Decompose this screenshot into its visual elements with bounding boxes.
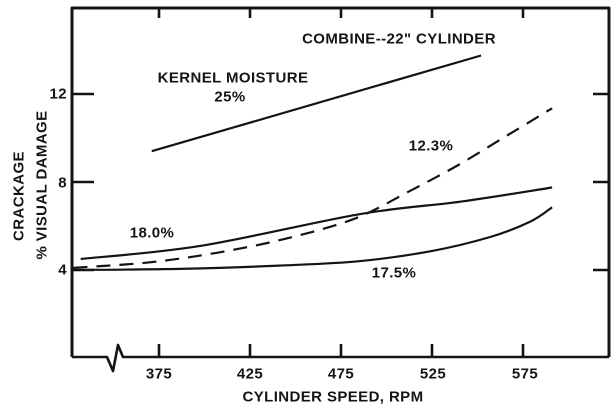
axis-frame xyxy=(70,6,611,357)
annotation-kernel-moisture: KERNEL MOISTURE xyxy=(157,69,309,87)
series-line-25 xyxy=(151,54,482,153)
y-axis-label-line1: CRACKAGE xyxy=(10,151,28,241)
x-tick-label-525: 525 xyxy=(419,365,447,383)
y-tick-label-4: 4 xyxy=(58,261,67,279)
series-line-18.0 xyxy=(80,186,553,261)
x-tick-label-575: 575 xyxy=(511,365,539,383)
annotation-25-percent: 25% xyxy=(214,88,246,106)
series-line-12.3 xyxy=(73,107,553,269)
annotation-17.5-percent: 17.5% xyxy=(371,264,417,282)
x-tick-label-375: 375 xyxy=(145,365,173,383)
chart-title: COMBINE--22" CYLINDER xyxy=(302,30,496,48)
series-line-17.5 xyxy=(71,206,553,272)
x-tick-label-475: 475 xyxy=(327,365,355,383)
y-axis-label-line2: % VISUAL DAMAGE xyxy=(33,110,51,260)
x-axis-label: CYLINDER SPEED, RPM xyxy=(242,388,424,406)
y-tick-label-8: 8 xyxy=(58,174,67,192)
annotation-12.3-percent: 12.3% xyxy=(408,137,454,155)
annotation-18.0-percent: 18.0% xyxy=(129,224,175,242)
y-tick-label-12: 12 xyxy=(49,85,67,103)
x-axis-with-break xyxy=(72,343,609,373)
x-tick-label-425: 425 xyxy=(236,365,264,383)
